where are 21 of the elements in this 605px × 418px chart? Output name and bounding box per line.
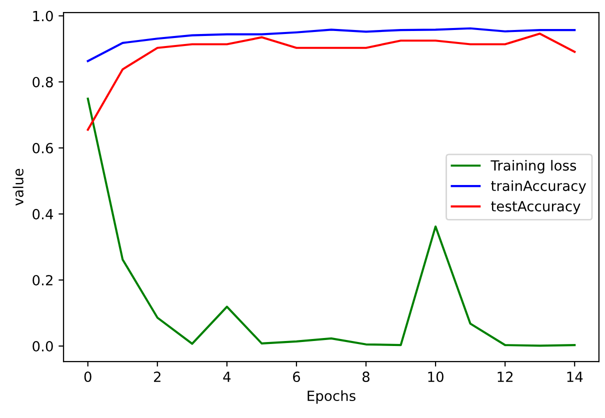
y-tick-label: 0.0 [32,341,53,352]
x-tick-label: 12 [498,372,513,382]
x-tick-label: 4 [223,372,231,382]
legend-label: trainAccuracy [491,180,586,194]
x-axis-title: Epochs [308,390,356,404]
y-tick-label: 0.8 [32,76,53,88]
x-tick-label: 14 [567,372,583,382]
y-tick-label: 0.4 [32,208,54,220]
x-tick-label: 0 [84,372,92,382]
y-tick-label: 0.2 [32,274,52,286]
line-series [86,27,576,62]
x-tick-label: 2 [154,372,160,382]
y-tick-label: 1.0 [33,10,53,22]
line-series [86,32,576,131]
x-tick-label: 8 [362,372,370,382]
x-tick-label: 6 [293,372,300,382]
legend-label: Training loss [490,160,576,174]
y-tick-label: 0.6 [32,142,53,154]
x-tick-label: 10 [428,372,444,382]
y-axis-title: value [12,168,24,206]
legend-label: testAccuracy [491,201,580,214]
